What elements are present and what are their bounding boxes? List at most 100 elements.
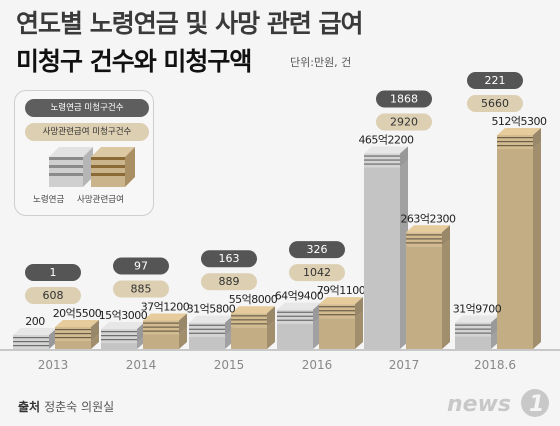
death-bar-0-money-top	[55, 319, 99, 327]
old-age-bar-2-money-band	[189, 328, 225, 330]
old-age-bar-5-money-band	[455, 332, 491, 334]
death-count-label-2: 889	[219, 275, 240, 288]
old-age-bar-4-money-band	[364, 159, 400, 161]
chart-title-line2: 미청구 건수와 미청구액	[16, 47, 252, 76]
death-bar-4-money-side	[442, 225, 450, 247]
source-label: 출처	[18, 400, 41, 414]
death-bar-0-side	[91, 333, 99, 349]
old-age-count-label-4: 1868	[390, 92, 418, 105]
year-tick-label-2: 2015	[214, 358, 245, 372]
old-age-bar-4-money-band	[364, 163, 400, 165]
death-bar-0-money-band	[55, 328, 91, 331]
chart-title-line1: 연도별 노령연금 및 사망 관련 급여	[16, 9, 364, 38]
death-bar-3-side	[355, 311, 363, 349]
old-age-amount-label-4: 465억2200	[358, 133, 414, 146]
svg-text:news: news	[447, 392, 511, 417]
old-age-bar-0-money-top	[13, 327, 57, 335]
old-age-bar-1-money-band	[101, 331, 137, 333]
old-age-bar-5-money-band	[455, 324, 491, 326]
old-age-count-label-3: 326	[307, 243, 328, 256]
death-bar-5-body	[497, 149, 533, 349]
death-count-pill-2	[201, 273, 257, 291]
old-age-amount-label-0: 200	[25, 315, 45, 328]
old-age-bar-1-money-band	[101, 335, 137, 337]
old-age-count-label-5: 221	[485, 74, 506, 87]
old-age-bar-5-money-band	[455, 328, 491, 330]
legend-death-count: 사망관련급여 미청구건수	[25, 123, 149, 141]
death-bar-2-money-top	[231, 306, 275, 314]
old-age-bar-4-money-band	[364, 155, 400, 157]
death-bar-1-money-side	[179, 313, 187, 335]
death-bar-1-money-top	[143, 313, 187, 321]
old-age-bar-0-money-band	[13, 344, 49, 347]
old-age-bar-2-money-band	[189, 324, 225, 326]
old-age-bar-1-body	[101, 343, 137, 349]
old-age-count-label-2: 163	[219, 252, 240, 265]
old-age-bar-5-body	[455, 336, 491, 349]
death-amount-label-4: 263억2300	[400, 212, 456, 225]
death-amount-label-0: 20억5500	[53, 307, 102, 320]
death-bar-1-money-band	[143, 322, 179, 324]
old-age-bar-1-money-top	[101, 322, 145, 330]
death-bar-5-money-band	[497, 145, 533, 147]
death-count-label-4: 2920	[390, 115, 418, 128]
old-age-count-pill-2	[201, 250, 257, 268]
death-bar-3-money-side	[355, 297, 363, 319]
source-note: 출처 정춘숙 의원실	[18, 398, 114, 415]
news1-logo: news 1	[447, 389, 549, 417]
death-bar-4-money-top	[406, 225, 450, 233]
death-amount-label-1: 37억1200	[141, 301, 190, 314]
death-bar-1-money-band	[143, 330, 179, 332]
old-age-bar-3-money-band	[277, 315, 313, 317]
legend-tan-money-icon	[91, 147, 135, 187]
old-age-bar-4-body	[364, 167, 400, 349]
year-tick-label-0: 2013	[38, 358, 69, 372]
death-bar-5-money-band	[497, 141, 533, 143]
source-value: 정춘숙 의원실	[44, 400, 115, 414]
death-bar-5-side	[533, 142, 541, 349]
death-bar-2-side	[267, 320, 275, 349]
old-age-bar-3-money-band	[277, 319, 313, 321]
legend-grey-money-icon	[49, 147, 93, 187]
death-count-label-3: 1042	[303, 266, 331, 279]
old-age-bar-5-money-top	[455, 315, 499, 323]
year-tick-label-1: 2014	[126, 358, 157, 372]
death-bar-0-money-side	[91, 319, 99, 341]
death-bar-0-money-band	[55, 336, 91, 339]
death-bar-3-money-band	[319, 306, 355, 308]
old-age-amount-label-5: 31억9700	[453, 303, 502, 316]
death-amount-label-3: 79억1100	[317, 284, 366, 297]
death-bar-2-body	[231, 327, 267, 349]
death-count-label-0: 608	[43, 289, 64, 302]
old-age-bar-3-body	[277, 323, 313, 349]
legend: 노령연금 미청구건수 사망관련급여 미청구건수 노령연금 사망관련급여	[14, 90, 154, 216]
old-age-bar-4-money-side	[400, 146, 408, 168]
old-age-bar-2-money-band	[189, 332, 225, 334]
death-bar-0-body	[55, 340, 91, 349]
old-age-bar-2-body	[189, 336, 225, 349]
death-bar-1-body	[143, 334, 179, 349]
death-bar-1-side	[179, 327, 187, 349]
death-bar-4-money-band	[406, 238, 442, 240]
old-age-amount-label-2: 31억5800	[187, 303, 236, 316]
death-amount-label-5: 512억5300	[491, 115, 547, 128]
death-bar-2-money-band	[231, 315, 267, 317]
old-age-count-pill-1	[113, 257, 169, 275]
old-age-bar-3-money-band	[277, 311, 313, 313]
old-age-amount-label-1: 15억3000	[99, 309, 148, 322]
legend-old-age-count: 노령연금 미청구건수	[25, 99, 149, 117]
old-age-count-pill-5	[467, 72, 523, 89]
death-count-pill-5	[467, 95, 523, 112]
death-bar-2-money-band	[231, 319, 267, 321]
year-tick-label-5: 2018.6	[474, 358, 516, 372]
old-age-count-pill-0	[25, 263, 81, 281]
old-age-count-pill-3	[289, 241, 345, 259]
death-bar-4-money-band	[406, 242, 442, 244]
old-age-bar-4-money-top	[364, 146, 408, 154]
svg-text:1: 1	[529, 392, 544, 417]
old-age-bar-0-money-band	[13, 340, 49, 343]
death-count-label-5: 5660	[481, 97, 509, 110]
death-bar-2-money-side	[267, 306, 275, 328]
chart-baseline	[0, 349, 560, 351]
